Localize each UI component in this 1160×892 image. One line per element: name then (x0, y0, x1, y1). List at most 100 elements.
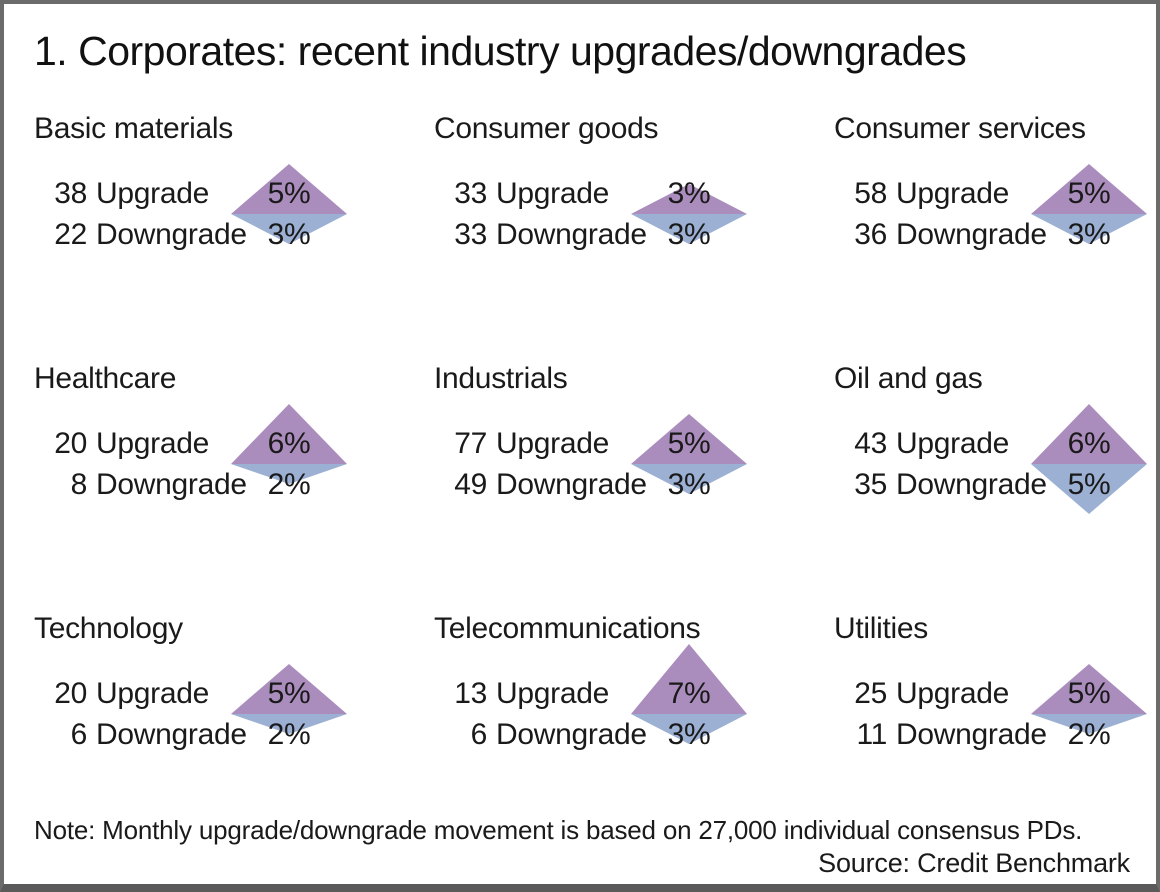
upgrade-count: 38 (54, 177, 87, 210)
downgrade-triangle-icon (1031, 714, 1147, 734)
upgrade-triangle-icon (631, 414, 747, 464)
upgrade-row: 20 Upgrade 6% (34, 423, 347, 464)
downgrade-label: Downgrade (96, 218, 247, 251)
downgrade-row: 36 Downgrade 3% (834, 214, 1147, 255)
upgrade-count: 77 (454, 427, 487, 460)
upgrade-label: Upgrade (896, 677, 1009, 710)
downgrade-row: 6 Downgrade 2% (34, 714, 347, 755)
upgrade-count: 13 (454, 677, 487, 710)
upgrade-percent: 5% (667, 427, 711, 460)
upgrade-label: Upgrade (496, 177, 609, 210)
sector-name: Consumer services (834, 112, 1086, 145)
upgrade-percent: 5% (1067, 677, 1111, 710)
figure-title: 1. Corporates: recent industry upgrades/… (34, 28, 967, 74)
downgrade-percent: 3% (667, 218, 711, 251)
downgrade-label: Downgrade (896, 718, 1047, 751)
downgrade-percent: 3% (267, 218, 311, 251)
upgrade-downgrade-diamond-icon (1031, 664, 1147, 734)
downgrade-count: 33 (454, 218, 487, 251)
downgrade-triangle-icon (231, 214, 347, 244)
downgrade-label: Downgrade (496, 718, 647, 751)
upgrade-triangle-icon (1031, 164, 1147, 214)
sector-name: Utilities (834, 612, 928, 645)
downgrade-triangle-icon (1031, 214, 1147, 244)
upgrade-triangle-icon (631, 184, 747, 214)
upgrade-row: 77 Upgrade 5% (434, 423, 747, 464)
upgrade-label: Upgrade (896, 177, 1009, 210)
sector-name: Basic materials (34, 112, 233, 145)
upgrade-percent: 3% (667, 177, 711, 210)
upgrade-count: 58 (854, 177, 887, 210)
upgrade-row: 33 Upgrade 3% (434, 173, 747, 214)
upgrade-percent: 7% (667, 677, 711, 710)
sector-name: Healthcare (34, 362, 177, 395)
sector-name: Industrials (434, 362, 568, 395)
downgrade-label: Downgrade (896, 218, 1047, 251)
sector-card: Oil and gas 43 Upgrade 6% 35 Downgrade 5… (834, 362, 1156, 612)
upgrade-label: Upgrade (96, 427, 209, 460)
upgrade-row: 38 Upgrade 5% (34, 173, 347, 214)
downgrade-label: Downgrade (96, 468, 247, 501)
upgrade-downgrade-diamond-icon (631, 184, 747, 244)
upgrade-downgrade-diamond-icon (231, 404, 347, 484)
downgrade-label: Downgrade (496, 468, 647, 501)
upgrade-downgrade-diamond-icon (231, 164, 347, 244)
upgrade-downgrade-diamond-icon (231, 664, 347, 734)
upgrade-downgrade-diamond-icon (1031, 404, 1147, 514)
sector-card: Consumer services 58 Upgrade 5% 36 Downg… (834, 112, 1156, 362)
sector-name: Technology (34, 612, 183, 645)
upgrade-triangle-icon (631, 644, 747, 714)
upgrade-count: 25 (854, 677, 887, 710)
downgrade-row: 22 Downgrade 3% (34, 214, 347, 255)
sector-grid: Basic materials 38 Upgrade 5% 22 Downgra… (34, 112, 1156, 862)
upgrade-label: Upgrade (496, 427, 609, 460)
downgrade-percent: 3% (667, 468, 711, 501)
sector-name: Oil and gas (834, 362, 983, 395)
downgrade-percent: 3% (667, 718, 711, 751)
downgrade-triangle-icon (631, 214, 747, 244)
downgrade-count: 22 (54, 218, 87, 251)
sector-name: Telecommunications (434, 612, 701, 645)
upgrade-row: 13 Upgrade 7% (434, 673, 747, 714)
upgrade-percent: 5% (267, 177, 311, 210)
downgrade-percent: 2% (267, 468, 311, 501)
downgrade-row: 8 Downgrade 2% (34, 464, 347, 505)
sector-card: Basic materials 38 Upgrade 5% 22 Downgra… (34, 112, 404, 362)
upgrade-count: 43 (854, 427, 887, 460)
downgrade-row: 6 Downgrade 3% (434, 714, 747, 755)
downgrade-triangle-icon (231, 464, 347, 484)
downgrade-triangle-icon (1031, 464, 1147, 514)
downgrade-count: 6 (70, 718, 88, 751)
sector-name: Consumer goods (434, 112, 659, 145)
downgrade-label: Downgrade (896, 468, 1047, 501)
upgrade-triangle-icon (231, 404, 347, 464)
downgrade-count: 6 (470, 718, 488, 751)
upgrade-percent: 6% (1067, 427, 1111, 460)
upgrade-downgrade-diamond-icon (1031, 164, 1147, 244)
downgrade-triangle-icon (231, 714, 347, 734)
upgrade-row: 43 Upgrade 6% (834, 423, 1147, 464)
upgrade-row: 58 Upgrade 5% (834, 173, 1147, 214)
sector-card: Technology 20 Upgrade 5% 6 Downgrade 2% (34, 612, 404, 862)
upgrade-percent: 5% (267, 677, 311, 710)
upgrade-triangle-icon (231, 664, 347, 714)
downgrade-row: 49 Downgrade 3% (434, 464, 747, 505)
upgrade-triangle-icon (1031, 404, 1147, 464)
downgrade-percent: 3% (1067, 218, 1111, 251)
upgrade-percent: 6% (267, 427, 311, 460)
upgrade-label: Upgrade (96, 177, 209, 210)
upgrade-triangle-icon (231, 164, 347, 214)
upgrade-count: 20 (54, 677, 87, 710)
upgrade-row: 25 Upgrade 5% (834, 673, 1147, 714)
upgrade-percent: 5% (1067, 177, 1111, 210)
downgrade-count: 35 (854, 468, 887, 501)
downgrade-percent: 2% (267, 718, 311, 751)
upgrade-row: 20 Upgrade 5% (34, 673, 347, 714)
downgrade-count: 36 (854, 218, 887, 251)
downgrade-row: 35 Downgrade 5% (834, 464, 1147, 505)
downgrade-count: 49 (454, 468, 487, 501)
downgrade-label: Downgrade (496, 218, 647, 251)
downgrade-row: 11 Downgrade 2% (834, 714, 1147, 755)
upgrade-count: 20 (54, 427, 87, 460)
